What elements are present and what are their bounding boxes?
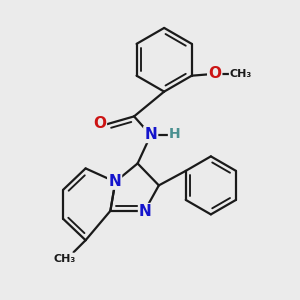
Text: O: O (208, 66, 221, 81)
Text: H: H (169, 128, 181, 141)
Text: N: N (108, 174, 121, 189)
Text: O: O (93, 116, 106, 131)
Text: CH₃: CH₃ (230, 69, 252, 79)
Text: CH₃: CH₃ (53, 254, 76, 264)
Text: N: N (139, 204, 152, 219)
Text: N: N (144, 127, 157, 142)
